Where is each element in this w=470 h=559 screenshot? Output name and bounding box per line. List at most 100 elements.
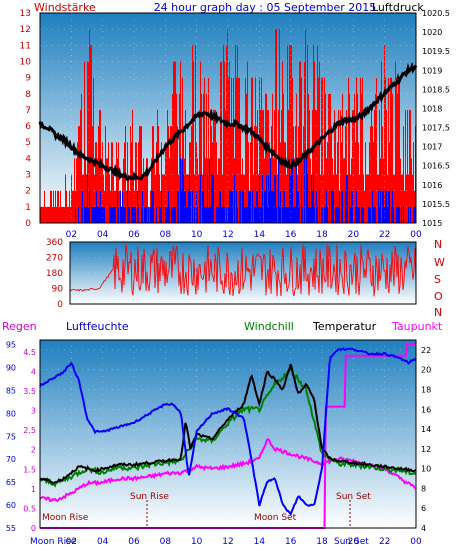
wind-y-tick: 11: [20, 41, 31, 51]
sun-rise-label: Sun Rise: [130, 492, 169, 502]
rain-y-tick: 4: [31, 367, 36, 376]
wind-x-tick: 04: [97, 230, 109, 240]
wind-x-tick: 10: [191, 230, 203, 240]
rain-y-tick: 3.5: [23, 387, 36, 396]
humidity-axis-title: Luftfeuchte: [66, 320, 129, 333]
direction-line-segment: [97, 289, 98, 290]
temperature-y-tick: 12: [421, 445, 431, 454]
wind-x-tick: 08: [160, 230, 172, 240]
wind-x-tick: 00: [410, 230, 422, 240]
rain-y-tick: 0: [31, 524, 36, 533]
pressure-y-tick: 1016: [422, 181, 442, 190]
climate-x-tick: 14: [254, 537, 266, 547]
wind-y-tick: 12: [20, 25, 31, 35]
moon-rise-bottom-label: Moon Rise: [30, 537, 77, 547]
humidity-y-tick: 85: [6, 386, 16, 395]
climate-x-tick: 12: [222, 537, 233, 547]
windchill-axis-title: Windchill: [244, 320, 294, 333]
wind-y-tick: 13: [20, 9, 31, 19]
sun-set-bottom-label: Sun Set: [334, 537, 369, 547]
compass-label: N: [434, 306, 442, 319]
climate-x-tick: 16: [285, 537, 297, 547]
direction-y-tick: 270: [46, 254, 63, 264]
temperature-y-tick: 10: [421, 465, 431, 474]
humidity-y-tick: 80: [6, 409, 16, 418]
pressure-y-ticks: 10151015.510161016.510171017.510181018.5…: [422, 9, 450, 228]
compass-label: O: [434, 290, 443, 303]
temperature-y-tick: 4: [421, 524, 426, 533]
wind-x-tick: 16: [285, 230, 297, 240]
pressure-y-tick: 1017: [422, 143, 442, 152]
direction-line-segment: [102, 283, 103, 284]
pressure-axis-title: Luftdruck: [372, 1, 424, 14]
wind-x-tick: 22: [379, 230, 390, 240]
temperature-y-tick: 16: [421, 405, 431, 414]
pressure-y-tick: 1019: [422, 66, 442, 75]
temperature-y-tick: 8: [421, 484, 426, 493]
wind-y-tick: 2: [25, 187, 31, 197]
humidity-y-tick: 60: [6, 501, 16, 510]
direction-y-tick: 360: [46, 238, 63, 248]
pressure-y-tick: 1017.5: [422, 124, 450, 133]
humidity-y-tick: 90: [6, 364, 16, 373]
rain-y-ticks: 00.511.522.533.544.5: [23, 348, 36, 533]
compass-label: N: [434, 238, 442, 251]
sun-set-label: Sun Set: [336, 492, 371, 502]
wind-y-tick: 1: [25, 203, 31, 213]
pressure-y-tick: 1015.5: [422, 200, 450, 209]
climate-x-tick: 00: [410, 537, 422, 547]
moon-set-label: Moon Set: [254, 513, 297, 523]
wind-x-tick: 12: [222, 230, 233, 240]
wind-y-tick: 10: [20, 57, 32, 67]
temperature-y-tick: 22: [421, 346, 431, 355]
direction-y-tick: 180: [46, 269, 63, 279]
humidity-y-tick: 95: [6, 341, 16, 350]
direction-line-segment: [109, 274, 110, 275]
pressure-y-tick: 1020.5: [422, 9, 450, 18]
rain-y-tick: 4.5: [23, 348, 36, 357]
direction-y-tick: 0: [57, 300, 63, 310]
wind-y-tick: 3: [25, 171, 31, 181]
wind-x-tick: 20: [348, 230, 360, 240]
climate-x-tick: 08: [160, 537, 172, 547]
moon-rise-label: Moon Rise: [42, 513, 89, 523]
climate-x-tick: 22: [379, 537, 390, 547]
wind-x-tick: 06: [128, 230, 140, 240]
dewpoint-axis-title: Taupunkt: [391, 320, 443, 333]
temperature-y-tick: 20: [421, 366, 431, 375]
pressure-y-tick: 1018.5: [422, 85, 450, 94]
humidity-y-tick: 65: [6, 478, 16, 487]
direction-y-tick: 90: [52, 285, 64, 295]
rain-y-tick: 0.5: [23, 504, 36, 513]
temperature-y-tick: 6: [421, 504, 426, 513]
rain-y-tick: 1.5: [23, 465, 36, 474]
wind-axis-title: Windstärke: [34, 1, 96, 14]
wind-x-tick: 14: [254, 230, 266, 240]
wind-y-tick: 8: [25, 90, 31, 100]
direction-line-segment: [95, 289, 96, 290]
direction-line-segment: [275, 272, 276, 273]
rain-y-tick: 2.5: [23, 426, 36, 435]
wind-y-tick: 4: [25, 154, 31, 164]
wind-x-tick: 18: [316, 230, 328, 240]
pressure-y-tick: 1018: [422, 104, 442, 113]
climate-x-tick: 04: [97, 537, 109, 547]
climate-x-tick: 18: [316, 537, 328, 547]
climate-x-tick: 10: [191, 537, 203, 547]
wind-y-tick: 6: [25, 122, 31, 132]
compass-label: S: [434, 273, 441, 286]
wind-y-tick: 5: [25, 138, 31, 148]
pressure-y-tick: 1020: [422, 28, 442, 37]
direction-y-ticks: 0 90 180 270 360: [46, 238, 63, 310]
direction-line-segment: [75, 290, 76, 291]
rain-y-tick: 2: [31, 446, 36, 455]
temperature-y-tick: 14: [421, 425, 431, 434]
pressure-y-tick: 1019.5: [422, 47, 450, 56]
